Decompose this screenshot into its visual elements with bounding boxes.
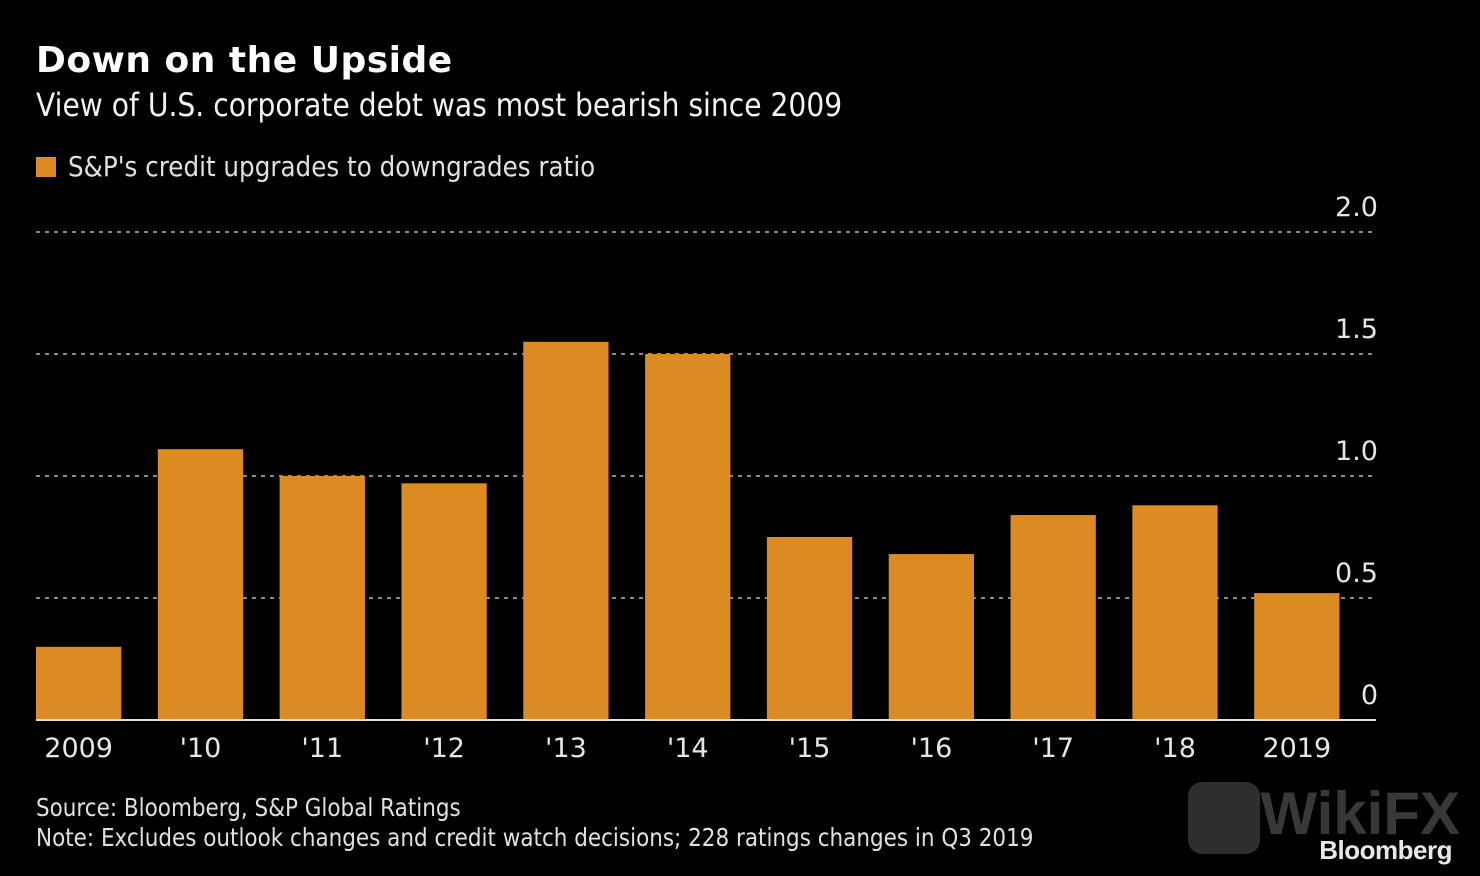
- x-tick-label: '10: [180, 733, 222, 764]
- x-tick-label: 2009: [44, 733, 113, 764]
- x-tick-label: '12: [423, 733, 465, 764]
- bar: [1254, 593, 1340, 720]
- x-tick-label: '16: [910, 733, 952, 764]
- x-tick-label: '11: [301, 733, 343, 764]
- y-tick-label: 2.0: [1335, 192, 1378, 223]
- x-tick-label: '15: [789, 733, 831, 764]
- chart-title: Down on the Upside: [36, 40, 453, 81]
- bar: [523, 341, 609, 720]
- x-tick-label: 2019: [1262, 733, 1331, 764]
- y-tick-label: 0.5: [1335, 558, 1378, 589]
- bloomberg-logo: Bloomberg: [1319, 835, 1452, 865]
- chart-subtitle: View of U.S. corporate debt was most bea…: [36, 86, 843, 124]
- x-tick-label: '14: [667, 733, 709, 764]
- source-note: Source: Bloomberg, S&P Global Ratings: [36, 793, 461, 822]
- y-tick-label: 1.0: [1335, 436, 1378, 467]
- bar: [1010, 515, 1096, 720]
- bar: [645, 354, 731, 720]
- x-tick-label: '13: [545, 733, 587, 764]
- y-tick-label: 1.5: [1335, 314, 1378, 345]
- legend: S&P's credit upgrades to downgrades rati…: [36, 150, 667, 183]
- bar: [157, 449, 244, 720]
- x-tick-label: '17: [1032, 733, 1074, 764]
- bar: [766, 537, 853, 720]
- x-tick-label: '18: [1154, 733, 1196, 764]
- bar: [401, 483, 487, 720]
- bar: [1132, 505, 1218, 720]
- bar: [279, 476, 365, 720]
- watermark: WikiFX: [1260, 780, 1460, 847]
- bar: [36, 646, 122, 720]
- legend-swatch: [36, 156, 56, 177]
- watermark-logo-icon: [1188, 782, 1260, 854]
- y-tick-label: 0: [1361, 680, 1378, 711]
- footnote: Note: Excludes outlook changes and credi…: [36, 823, 1034, 852]
- bar: [888, 554, 974, 720]
- legend-label: S&P's credit upgrades to downgrades rati…: [68, 150, 596, 183]
